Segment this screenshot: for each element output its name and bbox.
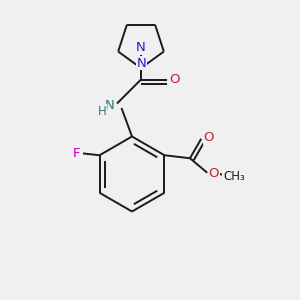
- Text: O: O: [169, 73, 179, 86]
- Text: N: N: [136, 41, 146, 54]
- Text: N: N: [137, 57, 146, 70]
- Text: CH₃: CH₃: [223, 169, 245, 183]
- Text: N: N: [105, 99, 115, 112]
- Text: H: H: [98, 104, 106, 118]
- Text: F: F: [73, 147, 80, 160]
- Text: O: O: [203, 131, 214, 144]
- Text: O: O: [208, 167, 219, 180]
